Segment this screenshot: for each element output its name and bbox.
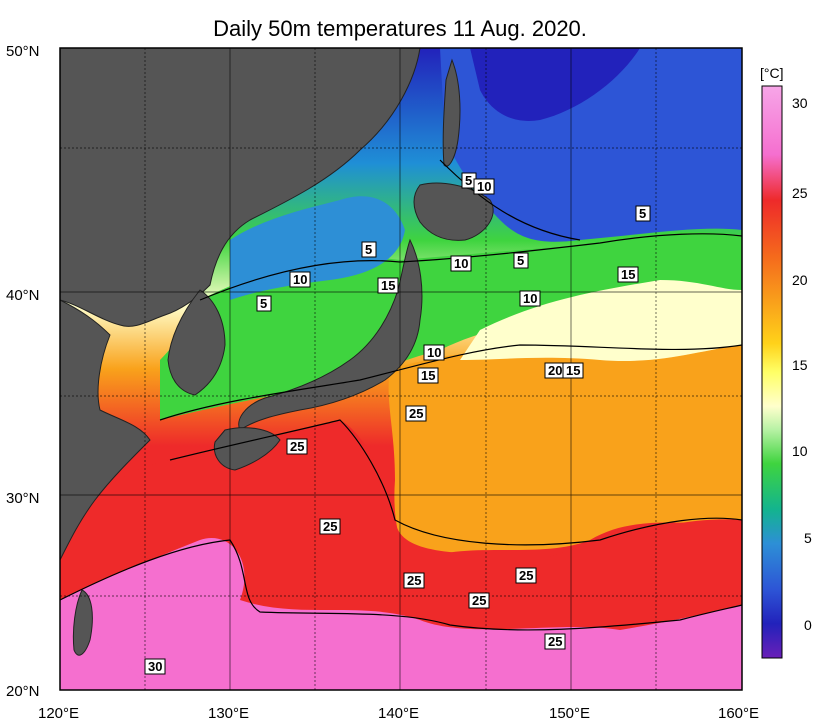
svg-text:25: 25 (323, 519, 337, 534)
svg-text:20: 20 (548, 363, 562, 378)
contour-label: 5 (256, 295, 272, 312)
contour-label: 15 (617, 266, 639, 283)
map-title: Daily 50m temperatures 11 Aug. 2020. (213, 16, 587, 41)
contour-label: 10 (289, 271, 311, 288)
contour-label: 25 (468, 592, 490, 609)
svg-text:10: 10 (427, 345, 441, 360)
contour-label: 10 (450, 255, 472, 272)
contour-label: 15 (417, 367, 439, 384)
lon-tick: 140°E (378, 705, 419, 722)
colorbar-tick: 20 (792, 272, 808, 288)
colorbar: [°C] 30 25 20 15 10 5 0 (760, 65, 812, 659)
cream-front-zone (460, 280, 742, 362)
contour-labels: 5 10 5 5 10 5 5 10 15 15 5 10 10 15 20 1… (144, 172, 651, 675)
contour-label: 20 (544, 362, 566, 379)
land-mass (59, 47, 494, 656)
svg-text:15: 15 (381, 278, 395, 293)
contour-label: 25 (515, 567, 537, 584)
svg-text:5: 5 (639, 206, 646, 221)
svg-text:25: 25 (409, 406, 423, 421)
contour-label: 25 (403, 572, 425, 589)
kuroshio-orange-zone (388, 345, 742, 560)
lat-tick: 40°N (6, 287, 40, 304)
svg-text:10: 10 (293, 272, 307, 287)
colorbar-tick: 0 (804, 617, 812, 633)
latitude-axis: 50°N 40°N 30°N 20°N (6, 43, 40, 700)
longitude-axis: 120°E 130°E 140°E 150°E 160°E (38, 705, 759, 722)
svg-text:5: 5 (365, 242, 372, 257)
colorbar-tick: 15 (792, 357, 808, 373)
svg-text:15: 15 (566, 363, 580, 378)
colorbar-tick: 10 (792, 443, 808, 459)
lat-tick: 50°N (6, 43, 40, 60)
lon-tick: 120°E (38, 705, 79, 722)
svg-text:5: 5 (465, 173, 472, 188)
svg-text:25: 25 (548, 634, 562, 649)
lon-tick: 150°E (549, 705, 590, 722)
colorbar-tick: 25 (792, 185, 808, 201)
map-frame (59, 47, 743, 691)
colorbar-gradient (761, 85, 783, 659)
svg-text:30: 30 (148, 659, 162, 674)
contour-label: 25 (405, 405, 427, 422)
svg-text:10: 10 (454, 256, 468, 271)
contour-label: 30 (144, 658, 166, 675)
lon-tick: 130°E (208, 705, 249, 722)
okhotsk-deep-cold (470, 48, 640, 121)
svg-text:10: 10 (477, 179, 491, 194)
contour-label: 25 (544, 633, 566, 650)
svg-text:25: 25 (290, 439, 304, 454)
svg-text:15: 15 (421, 368, 435, 383)
contour-label: 10 (519, 290, 541, 307)
svg-text:25: 25 (472, 593, 486, 608)
contour-label: 25 (286, 438, 308, 455)
tropical-pink-zone (60, 538, 742, 690)
colorbar-tick: 5 (804, 530, 812, 546)
contour-label: 5 (513, 252, 529, 269)
svg-text:5: 5 (517, 253, 524, 268)
svg-text:10: 10 (523, 291, 537, 306)
svg-text:5: 5 (260, 296, 267, 311)
colorbar-unit: [°C] (760, 65, 784, 81)
contour-label: 15 (377, 277, 399, 294)
lat-tick: 30°N (6, 490, 40, 507)
lat-tick: 20°N (6, 683, 40, 700)
contour-label: 5 (635, 205, 651, 222)
svg-text:25: 25 (407, 573, 421, 588)
colorbar-tick: 30 (792, 95, 808, 111)
contour-label: 5 (361, 241, 377, 258)
contour-label: 15 (562, 362, 584, 379)
lon-tick: 160°E (718, 705, 759, 722)
svg-text:25: 25 (519, 568, 533, 583)
svg-text:15: 15 (621, 267, 635, 282)
contour-label: 10 (423, 344, 445, 361)
contour-label: 25 (319, 518, 341, 535)
contour-label: 10 (473, 178, 495, 195)
